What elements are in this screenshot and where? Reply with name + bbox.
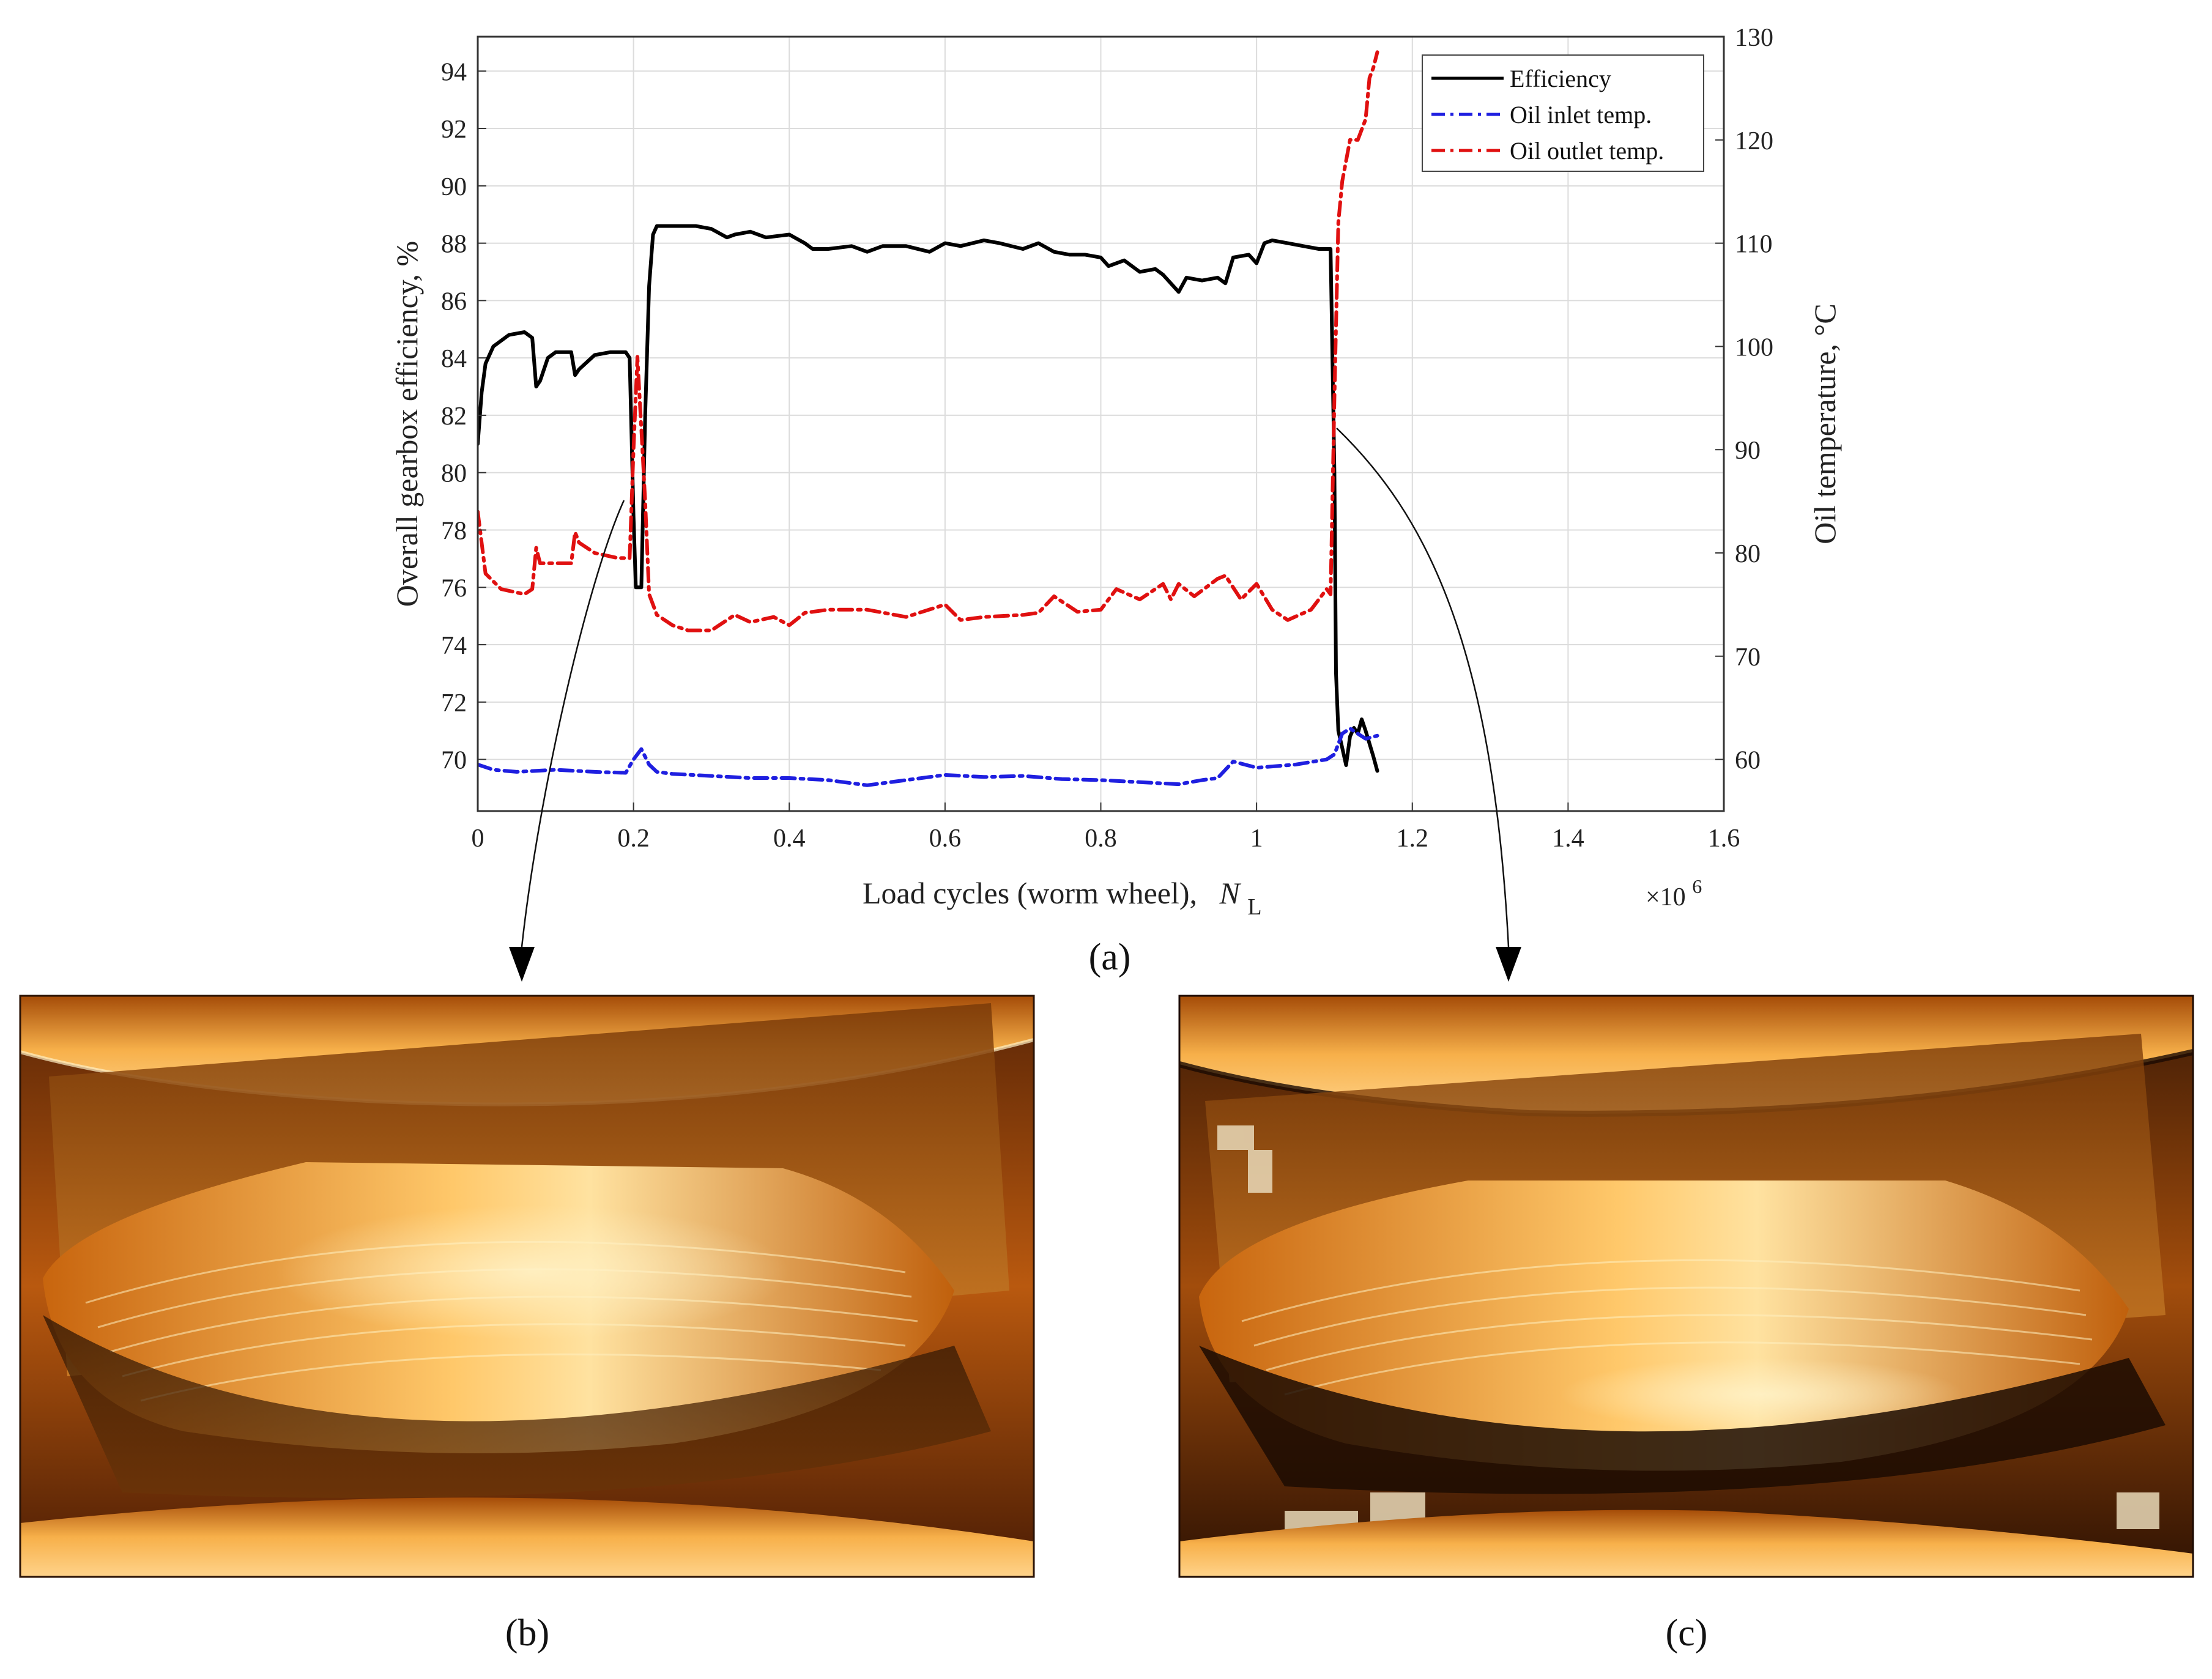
tick-label-y-left-12: 94 [441, 58, 467, 86]
tick-label-y-right-7: 130 [1735, 24, 1773, 52]
tick-label-x-2: 0.4 [773, 825, 806, 853]
tick-label-y-left-5: 80 [441, 460, 467, 488]
panel-label-b: (b) [505, 1612, 549, 1654]
photo-c-highlight [1560, 1358, 1964, 1431]
panel-label-c: (c) [1666, 1612, 1708, 1654]
photo-c-striations [1241, 1259, 2093, 1396]
tick-label-y-right-4: 100 [1735, 333, 1773, 361]
arrow-head-c [1496, 947, 1521, 982]
x-axis-label-text: Load cycles (worm wheel), [863, 876, 1197, 910]
tick-label-x-3: 0.6 [929, 825, 962, 853]
x-axis-label-symbol: N [1219, 876, 1242, 910]
series-line-oil-inlet-temp [478, 727, 1379, 787]
x-multiplier-exponent: 6 [1692, 875, 1702, 897]
x-axis-label: Load cycles (worm wheel), N L [863, 876, 1262, 920]
photo-c-worm-wheel-tooth-worn [1178, 995, 2194, 1578]
photo-b-lower-flank [43, 1315, 991, 1498]
pointer-arrows [509, 428, 1521, 982]
tick-label-x-6: 1.2 [1397, 825, 1429, 853]
tick-label-y-right-6: 120 [1735, 127, 1773, 155]
tick-label-y-left-8: 86 [441, 287, 467, 316]
tick-label-y-left-4: 78 [441, 517, 467, 545]
tick-label-y-right-1: 70 [1735, 643, 1761, 672]
tick-label-y-left-3: 76 [441, 574, 467, 602]
tick-label-y-left-11: 92 [441, 116, 467, 144]
x-axis-multiplier: ×10 6 [1646, 875, 1702, 911]
tick-label-y-left-9: 88 [441, 231, 467, 259]
photo-b-frame [19, 995, 1035, 1578]
legend-label-oil-inlet: Oil inlet temp. [1510, 101, 1652, 128]
tick-label-y-right-2: 80 [1735, 540, 1761, 568]
panel-label-a: (a) [1089, 936, 1131, 978]
legend: Efficiency Oil inlet temp. Oil outlet te… [1422, 54, 1704, 172]
tick-label-x-1: 0.2 [617, 825, 650, 853]
photo-c-frame [1178, 995, 2194, 1578]
tick-label-y-right-0: 60 [1735, 747, 1761, 775]
photo-b-worm-wheel-tooth [19, 995, 1035, 1578]
series-lines [478, 50, 1379, 787]
legend-label-efficiency: Efficiency [1510, 65, 1611, 92]
tick-label-y-left-1: 72 [441, 689, 467, 717]
tick-label-x-8: 1.6 [1708, 825, 1740, 853]
arrow-head-b [509, 947, 535, 982]
series-line-oil-outlet-temp [478, 50, 1379, 632]
legend-label-oil-outlet: Oil outlet temp. [1510, 137, 1664, 165]
x-axis-label-subscript: L [1247, 894, 1261, 920]
arrow-to-photo-b [521, 500, 625, 947]
photo-b-lower-tooth [20, 1497, 1034, 1577]
x-multiplier-base: ×10 [1646, 883, 1686, 911]
tick-label-y-left-2: 74 [441, 632, 467, 660]
efficiency-temperature-chart: 0 0.2 0.4 0.6 0.8 1 1.2 1.4 1.6 70 72 74 76 78 80 82 84 8… [390, 24, 1842, 982]
tick-label-x-7: 1.4 [1552, 825, 1584, 853]
y-left-axis-label: Overall gearbox efficiency, % [390, 241, 424, 607]
arrow-to-photo-c [1336, 428, 1510, 947]
tick-label-x-0: 0 [472, 825, 484, 853]
axis-ticks: 0 0.2 0.4 0.6 0.8 1 1.2 1.4 1.6 70 72 74 76 78 80 82 84 8… [441, 24, 1773, 853]
tick-label-x-4: 0.8 [1085, 825, 1117, 853]
tick-label-y-left-6: 82 [441, 402, 467, 431]
photo-c-lower-tooth [1179, 1510, 2193, 1577]
tick-label-y-left-7: 84 [441, 345, 467, 373]
tick-label-x-5: 1 [1250, 825, 1263, 853]
y-right-axis-label: Oil temperature, °C [1808, 303, 1842, 544]
tick-label-y-left-0: 70 [441, 747, 467, 775]
tick-label-y-right-3: 90 [1735, 437, 1761, 465]
tick-label-y-right-5: 110 [1735, 231, 1772, 259]
tick-label-y-left-10: 90 [441, 173, 467, 201]
photo-c-worn-edge [1199, 1346, 2166, 1494]
series-line-efficiency [478, 224, 1379, 773]
photo-b-highlight [275, 1205, 789, 1340]
